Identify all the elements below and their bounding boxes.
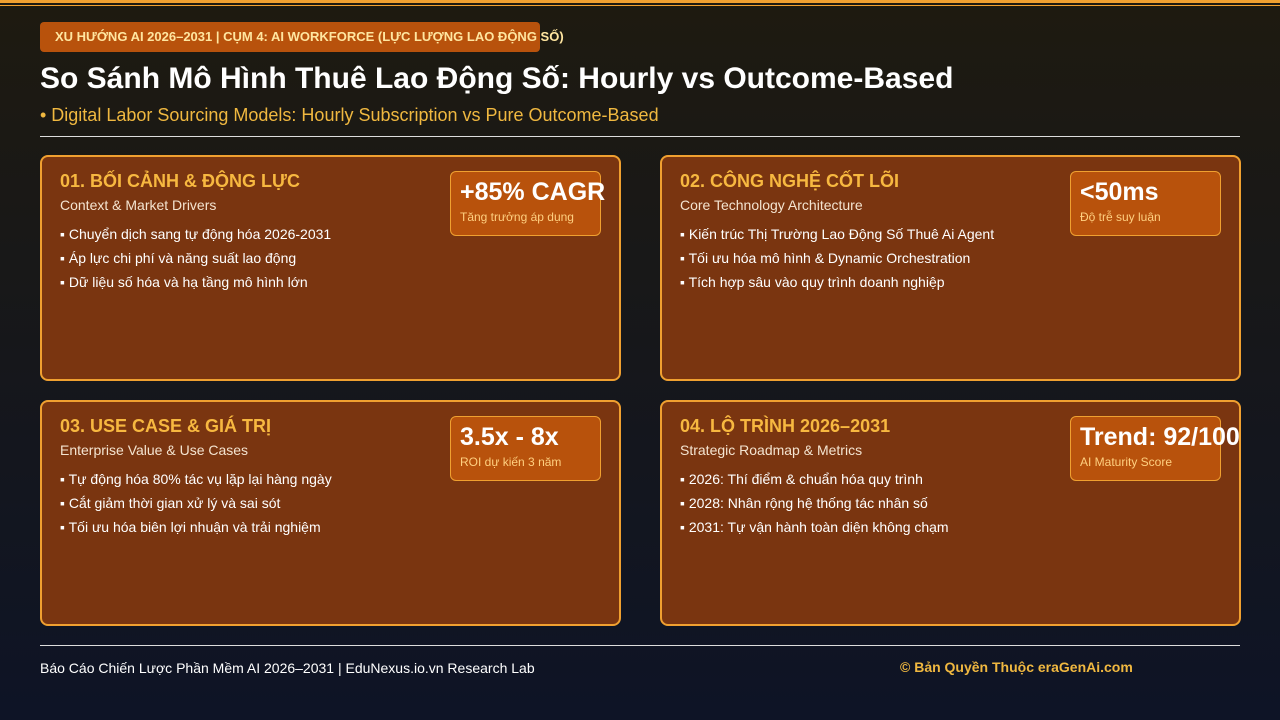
bullet: ▪ Cắt giảm thời gian xử lý và sai sót — [60, 495, 281, 511]
card-title: 03. USE CASE & GIÁ TRỊ — [60, 416, 272, 436]
bullet: ▪ Tối ưu hóa mô hình & Dynamic Orchestra… — [680, 250, 971, 266]
metric-box: +85% CAGR Tăng trưởng áp dụng — [450, 171, 606, 236]
card: 04. LỘ TRÌNH 2026–2031 Strategic Roadmap … — [660, 400, 1241, 626]
footer-left: Báo Cáo Chiến Lược Phần Mềm AI 2026–2031… — [40, 660, 535, 676]
card-subtitle: Core Technology Architecture — [680, 197, 863, 213]
card-subtitle: Enterprise Value & Use Cases — [60, 442, 249, 458]
top-bar — [0, 0, 1280, 6]
metric-box: 3.5x - 8x ROI dự kiến 3 năm — [450, 416, 601, 481]
metric-box: Trend: 92/100 AI Maturity Score — [1070, 416, 1240, 481]
card: 03. USE CASE & GIÁ TRỊ Enterprise Value &… — [40, 400, 621, 626]
bullet: ▪ Chuyển dịch sang tự động hóa 2026-2031 — [60, 226, 332, 242]
title: So Sánh Mô Hình Thuê Lao Động Số: Hourly… — [40, 62, 954, 95]
metric-label: Độ trễ suy luận — [1080, 210, 1161, 224]
card-title: 04. LỘ TRÌNH 2026–2031 — [680, 416, 891, 436]
bullet: ▪ Kiến trúc Thị Trường Lao Động Số Thuê … — [680, 226, 995, 242]
card-title: 01. BỐI CẢNH & ĐỘNG LỰC — [60, 171, 300, 191]
card-subtitle: Context & Market Drivers — [60, 197, 217, 213]
bullet: ▪ 2028: Nhân rộng hệ thống tác nhân số — [680, 495, 928, 511]
subtitle: • Digital Labor Sourcing Models: Hourly … — [40, 105, 659, 125]
tag: XU HƯỚNG AI 2026–2031 | CỤM 4: AI WORKFO… — [40, 22, 564, 52]
card: 01. BỐI CẢNH & ĐỘNG LỰC Context & Market … — [40, 155, 621, 381]
metric-label: AI Maturity Score — [1080, 455, 1173, 469]
footer-right: © Bản Quyền Thuộc eraGenAi.com — [900, 659, 1133, 675]
metric-label: Tăng trưởng áp dụng — [460, 210, 574, 224]
bullet: ▪ Tối ưu hóa biên lợi nhuận và trải nghi… — [60, 519, 321, 535]
card: 02. CÔNG NGHỆ CỐT LÕI Core Technology Arc… — [660, 155, 1241, 381]
bullet: ▪ Tự động hóa 80% tác vụ lặp lại hàng ng… — [60, 471, 332, 487]
bullet: ▪ 2026: Thí điểm & chuẩn hóa quy trình — [680, 471, 923, 487]
bullet: ▪ Tích hợp sâu vào quy trình doanh nghiệ… — [680, 274, 945, 290]
metric-label: ROI dự kiến 3 năm — [460, 455, 562, 469]
bullet: ▪ Áp lực chi phí và năng suất lao động — [60, 250, 297, 266]
bullet: ▪ 2031: Tự vận hành toàn diện không chạm — [680, 519, 949, 535]
card-title: 02. CÔNG NGHỆ CỐT LÕI — [680, 171, 900, 191]
metric-value: 3.5x - 8x — [460, 423, 559, 451]
bullet: ▪ Dữ liệu số hóa và hạ tầng mô hình lớn — [60, 274, 308, 290]
metric-value: Trend: 92/100 — [1080, 423, 1240, 451]
card-subtitle: Strategic Roadmap & Metrics — [680, 442, 863, 458]
metric-box: <50ms Độ trễ suy luận — [1070, 171, 1221, 236]
metric-value: <50ms — [1080, 178, 1159, 206]
divider — [40, 645, 1240, 646]
metric-value: +85% CAGR — [460, 178, 606, 206]
divider — [40, 136, 1240, 137]
